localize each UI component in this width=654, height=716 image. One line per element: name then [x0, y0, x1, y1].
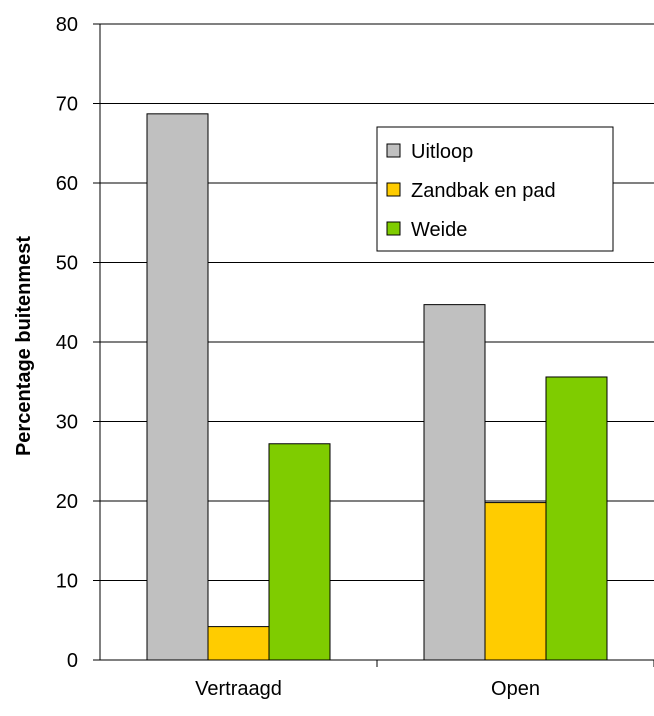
legend-box	[376, 126, 614, 252]
y-axis-title: Percentage buitenmest	[13, 236, 35, 456]
axes	[93, 23, 654, 667]
y-tick-label: 30	[56, 412, 78, 434]
legend-swatch	[386, 182, 401, 197]
y-tick-label: 10	[56, 571, 78, 593]
y-tick-label: 80	[56, 14, 78, 36]
bar-weide-vertraagd	[268, 443, 331, 661]
y-tick-label: 60	[56, 173, 78, 195]
bars	[146, 113, 608, 661]
y-tick-label: 0	[67, 650, 78, 672]
x-tick-label: Open	[491, 678, 540, 700]
legend-label: Zandbak en pad	[411, 180, 556, 202]
legend: Uitloop Zandbak en pad Weide	[376, 126, 614, 252]
y-tick-labels: 0 10 20 30 40 50 60 70 80	[56, 14, 78, 672]
legend-swatch	[386, 221, 401, 236]
bar-weide-open	[545, 376, 608, 661]
bar-zandbak-en-pad-open	[484, 502, 547, 661]
bar-zandbak-en-pad-vertraagd	[207, 626, 270, 661]
bar-uitloop-vertraagd	[146, 113, 209, 661]
x-tick-label: Vertraagd	[195, 678, 282, 700]
legend-label: Uitloop	[411, 141, 473, 163]
y-tick-label: 40	[56, 332, 78, 354]
bar-uitloop-open	[423, 304, 486, 661]
legend-swatch	[386, 143, 401, 158]
y-tick-label: 50	[56, 253, 78, 275]
legend-items: Uitloop Zandbak en pad Weide	[386, 141, 556, 241]
y-tick-label: 70	[56, 94, 78, 116]
y-tick-label: 20	[56, 491, 78, 513]
x-tick-labels: Vertraagd Open	[195, 678, 540, 700]
legend-label: Weide	[411, 219, 467, 241]
